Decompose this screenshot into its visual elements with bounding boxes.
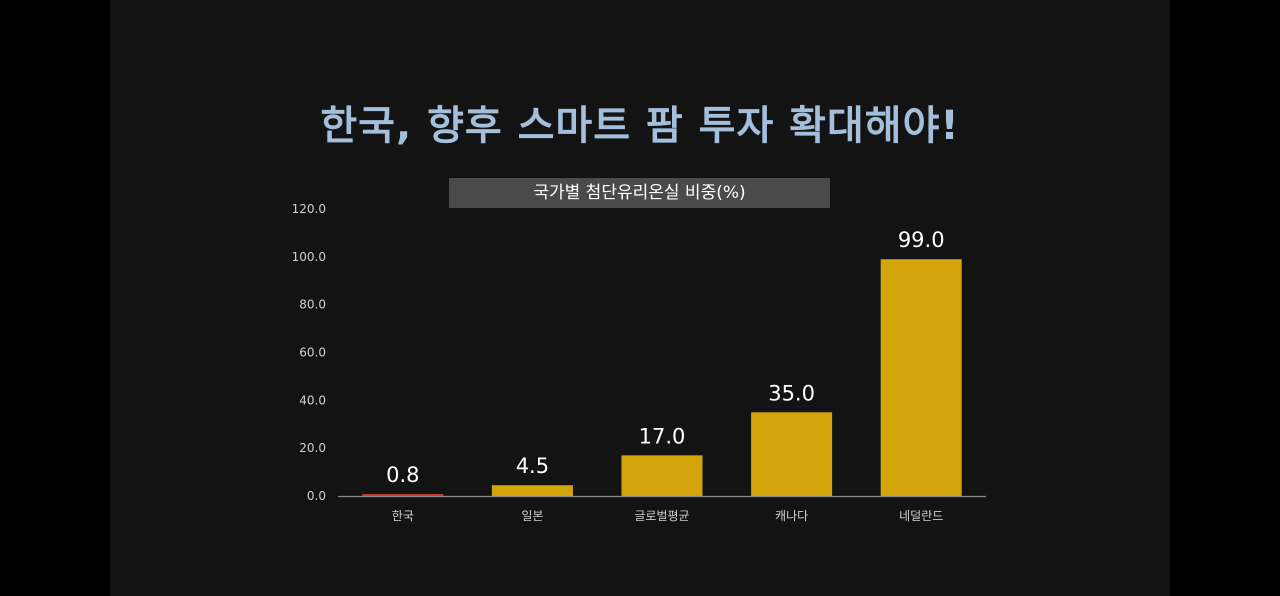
y-tick-label: 40.0: [299, 393, 326, 407]
x-tick-label: 캐나다: [775, 509, 808, 523]
bar: [621, 455, 703, 496]
bar: [362, 494, 444, 496]
chart-title: 국가별 첨단유리온실 비중(%): [449, 178, 830, 208]
y-tick-label: 20.0: [299, 441, 326, 455]
x-tick-label: 네덜란드: [899, 509, 943, 523]
presentation-slide: 한국, 향후 스마트 팜 투자 확대해야! 국가별 첨단유리온실 비중(%) 0…: [110, 0, 1170, 596]
x-tick-label: 글로벌평균: [634, 509, 689, 523]
bar: [491, 485, 573, 496]
data-label: 17.0: [639, 424, 686, 448]
y-tick-label: 120.0: [292, 202, 326, 216]
y-tick-label: 60.0: [299, 346, 326, 360]
bar-chart: 0.0 20.0 40.0 60.0 80.0 100.0 120.0 0.8 한국 4.5 일본 1…: [292, 202, 986, 523]
bar: [751, 412, 833, 496]
y-tick-label: 100.0: [292, 250, 326, 264]
y-tick-label: 0.0: [307, 489, 326, 503]
data-label: 0.8: [386, 463, 419, 487]
x-tick-label: 일본: [521, 509, 543, 523]
bar: [880, 259, 962, 496]
data-label: 4.5: [516, 454, 549, 478]
x-tick-label: 한국: [392, 509, 414, 523]
data-label: 99.0: [898, 228, 945, 252]
y-tick-label: 80.0: [299, 298, 326, 312]
slide-title: 한국, 향후 스마트 팜 투자 확대해야!: [320, 103, 960, 149]
data-label: 35.0: [768, 381, 815, 405]
